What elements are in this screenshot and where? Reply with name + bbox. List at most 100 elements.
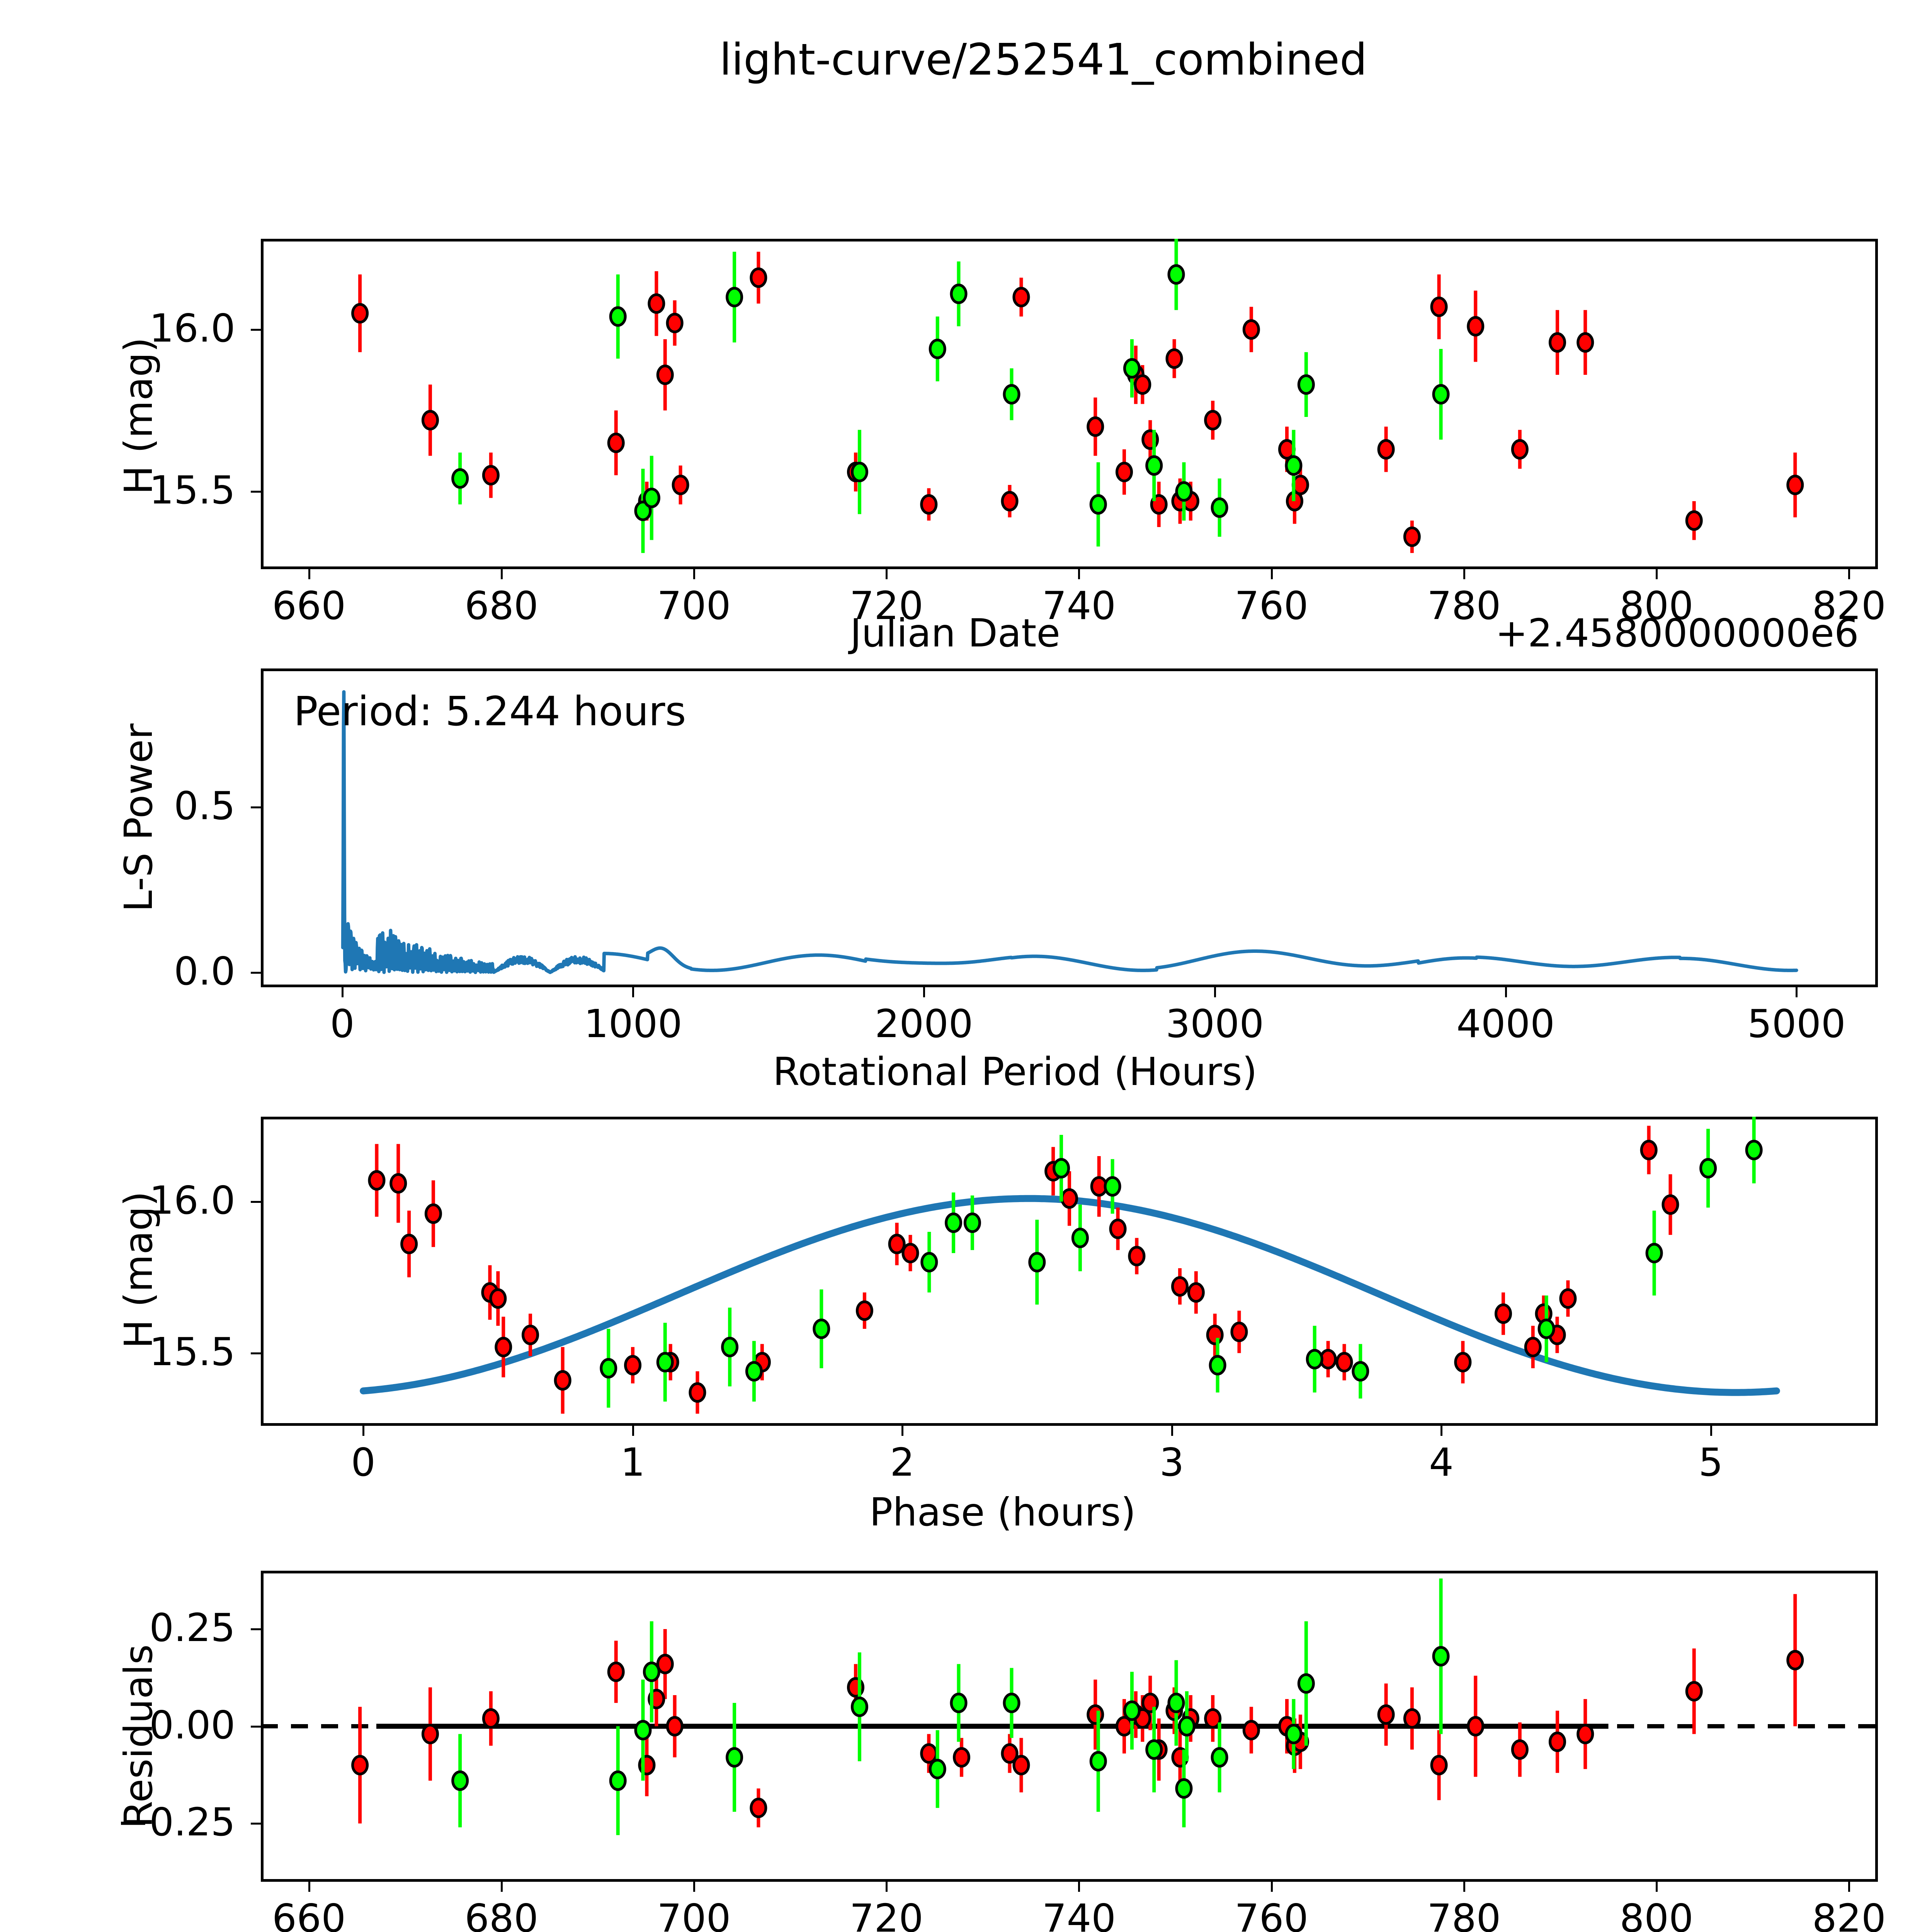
x-tick-label: 5	[1698, 1440, 1723, 1485]
y-tick-label: 16.0	[149, 305, 235, 351]
x-tick-mark	[693, 1882, 695, 1892]
periodogram-plot-area	[341, 690, 1798, 974]
phased-plot-area	[360, 1117, 1780, 1414]
x-tick-label: 800	[1619, 583, 1694, 628]
x-tick-label: 3	[1159, 1440, 1184, 1485]
y-tick-label: 15.5	[149, 467, 235, 513]
axes-frame-light-curve	[261, 239, 1878, 569]
axis-offset-lightcurve: +2.4580000000e6	[1495, 611, 1859, 656]
x-tick-mark	[1078, 569, 1080, 579]
period-annotation: Period: 5.244 hours	[294, 688, 686, 735]
x-tick-label: 740	[1042, 583, 1116, 628]
x-tick-label: 740	[1042, 1896, 1116, 1932]
axis-label-lightcurve-x: Julian Date	[850, 611, 1060, 656]
x-tick-mark	[308, 1882, 310, 1892]
x-tick-mark	[886, 1882, 888, 1892]
panel-periodogram: Period: 5.244 hours	[261, 668, 1878, 987]
x-tick-mark	[1171, 1426, 1173, 1436]
x-tick-mark	[632, 987, 634, 997]
series-green	[451, 1578, 1450, 1835]
x-tick-mark	[1078, 1882, 1080, 1892]
x-tick-label: 1000	[584, 1001, 682, 1046]
panel-light-curve	[261, 239, 1878, 569]
axis-label-periodogram-x: Rotational Period (Hours)	[773, 1049, 1257, 1094]
x-tick-label: 820	[1812, 583, 1886, 628]
x-tick-label: 660	[272, 583, 346, 628]
residuals-plot-area	[261, 1578, 1878, 1835]
x-tick-mark	[886, 569, 888, 579]
x-tick-label: 760	[1235, 583, 1309, 628]
axes-frame-phased	[261, 1117, 1878, 1426]
x-tick-mark	[1270, 1882, 1273, 1892]
y-tick-mark	[251, 1628, 261, 1630]
x-tick-label: 780	[1427, 583, 1501, 628]
y-tick-label: 16.0	[149, 1177, 235, 1223]
x-tick-mark	[1214, 987, 1216, 997]
x-tick-label: 780	[1427, 1896, 1501, 1932]
periodogram-line	[341, 690, 1798, 974]
x-tick-label: 5000	[1747, 1001, 1846, 1046]
light-curve-plot-area	[351, 239, 1804, 553]
x-tick-label: 660	[272, 1896, 346, 1932]
y-tick-label: 0.0	[173, 948, 235, 994]
x-tick-label: 3000	[1165, 1001, 1264, 1046]
axis-label-phased-x: Phase (hours)	[869, 1490, 1136, 1535]
x-tick-label: 800	[1619, 1896, 1694, 1932]
series-red	[351, 252, 1804, 553]
panel-residuals	[261, 1571, 1878, 1882]
axes-frame-periodogram	[261, 668, 1878, 987]
x-tick-mark	[1656, 1882, 1658, 1892]
series-green	[600, 1117, 1763, 1408]
x-tick-mark	[1710, 1426, 1712, 1436]
x-tick-label: 4000	[1456, 1001, 1555, 1046]
x-tick-label: 720	[849, 1896, 923, 1932]
x-tick-label: 2000	[874, 1001, 973, 1046]
x-tick-label: 2	[890, 1440, 915, 1485]
x-tick-mark	[1440, 1426, 1443, 1436]
y-tick-mark	[251, 806, 261, 809]
y-tick-mark	[251, 328, 261, 331]
y-tick-mark	[251, 1725, 261, 1728]
axis-label-residuals-x: Julian Date	[850, 1926, 1060, 1932]
panel-phased-light-curve	[261, 1117, 1878, 1426]
y-tick-mark	[251, 1823, 261, 1825]
x-tick-mark	[1796, 987, 1798, 997]
x-tick-mark	[632, 1426, 634, 1436]
x-tick-label: 0	[351, 1440, 376, 1485]
y-tick-label: 15.5	[149, 1329, 235, 1374]
x-tick-label: 720	[849, 583, 923, 628]
x-tick-mark	[500, 1882, 503, 1892]
series-red	[351, 1594, 1804, 1828]
figure-title: light-curve/252541_combined	[719, 35, 1367, 85]
axis-offset-residuals: +2.4580000000e6	[1495, 1926, 1859, 1932]
series-green	[451, 239, 1450, 553]
x-tick-label: 1	[620, 1440, 645, 1485]
x-tick-mark	[901, 1426, 904, 1436]
y-tick-label: 0.5	[173, 783, 235, 829]
x-tick-mark	[1848, 569, 1850, 579]
x-tick-mark	[1270, 569, 1273, 579]
x-tick-label: 0	[330, 1001, 355, 1046]
y-tick-mark	[251, 971, 261, 974]
x-tick-label: 820	[1812, 1896, 1886, 1932]
y-tick-label: −0.25	[117, 1799, 235, 1845]
y-tick-mark	[251, 1201, 261, 1203]
x-tick-mark	[1848, 1882, 1850, 1892]
x-tick-label: 4	[1429, 1440, 1454, 1485]
x-tick-label: 700	[657, 583, 731, 628]
x-tick-label: 700	[657, 1896, 731, 1932]
x-tick-mark	[500, 569, 503, 579]
x-tick-mark	[1463, 569, 1465, 579]
x-tick-mark	[341, 987, 344, 997]
x-tick-label: 680	[464, 1896, 539, 1932]
x-tick-label: 680	[464, 583, 539, 628]
x-tick-mark	[362, 1426, 365, 1436]
y-tick-mark	[251, 490, 261, 493]
x-tick-mark	[693, 569, 695, 579]
x-tick-mark	[1656, 569, 1658, 579]
x-tick-mark	[308, 569, 310, 579]
y-tick-mark	[251, 1352, 261, 1354]
y-tick-label: 0.00	[149, 1702, 235, 1748]
series-red	[368, 1126, 1679, 1414]
